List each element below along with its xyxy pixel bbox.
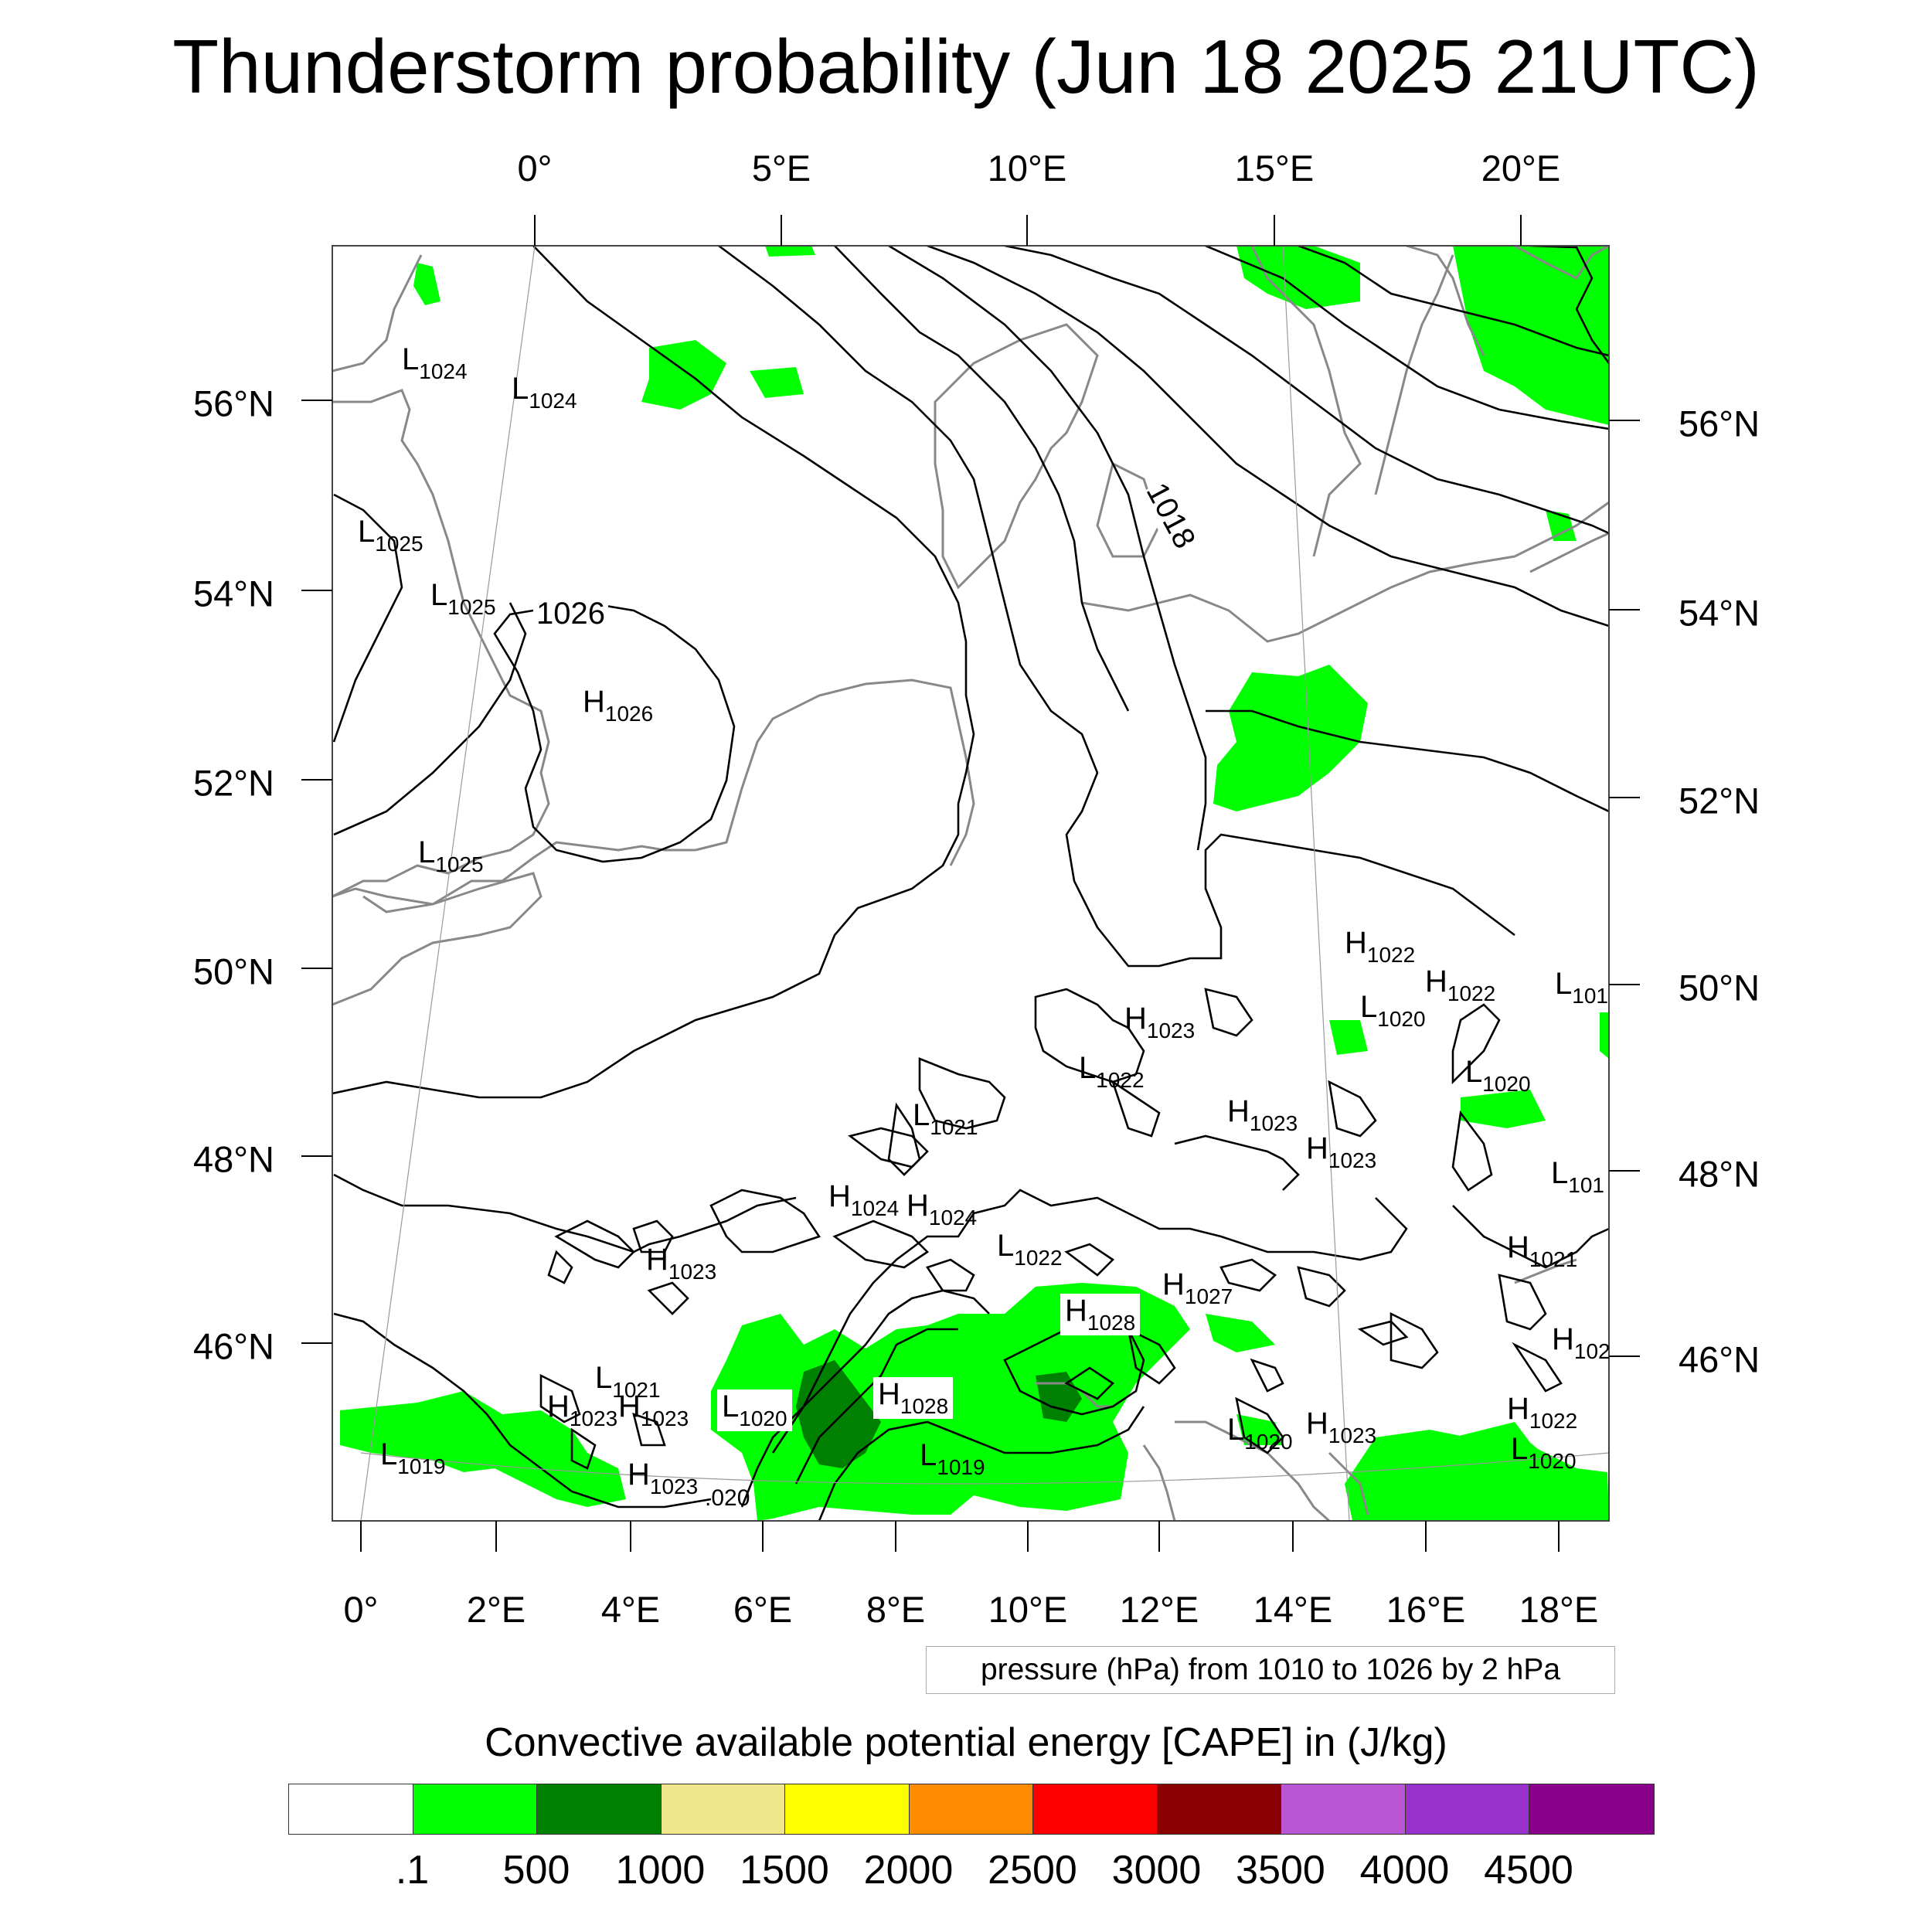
colorbar-tick-label: 2000 [863,1848,954,1893]
colorbar-tick-label: 4000 [1359,1848,1450,1893]
bottom-lon-label: 18°E [1519,1589,1599,1630]
pressure-center-label: L1021 [913,1098,978,1139]
bottom-lon-label: 0° [343,1589,379,1630]
colorbar-swatch [1529,1784,1654,1834]
bottom-lon-label: 8°E [866,1589,926,1630]
pressure-center-label: H1023 [1124,1002,1196,1043]
top-lon-label: 10°E [987,148,1067,189]
left-lat-label: 52°N [192,762,274,804]
colorbar-title: Convective available potential energy [C… [485,1720,1447,1765]
map-title: Thunderstorm probability (Jun 18 2025 21… [172,24,1760,109]
right-lat-label: 56°N [1679,403,1760,444]
left-lat-label: 48°N [192,1138,274,1180]
right-lat-label: 50°N [1679,967,1760,1009]
right-lat-label: 52°N [1679,780,1760,821]
cape-areas [340,246,1609,1521]
pressure-center-label: L1025 [358,515,423,556]
bottom-lon-label: 14°E [1253,1589,1333,1630]
pressure-center-label: L1021 [595,1361,661,1402]
colorbar-tick-label: 4500 [1484,1848,1573,1893]
colorbar-swatch [537,1784,662,1834]
left-lat-label: 54°N [192,573,274,614]
pressure-center-label: H1028 [873,1377,954,1419]
graticule [360,246,1609,1521]
pressure-center-label: H1022 [1345,926,1416,967]
pressure-center-label: L1025 [430,578,496,619]
contour-label: .020 [705,1485,750,1511]
colorbar-swatch [1281,1784,1406,1834]
colorbar-swatch [289,1784,413,1834]
left-lat-label: 46°N [192,1325,274,1367]
pressure-center-label: H1023 [646,1243,717,1284]
colorbar-tick-label: 1000 [615,1848,706,1893]
bottom-lon-label: 12°E [1119,1589,1199,1630]
bottom-lon-label: 2°E [466,1589,526,1630]
pressure-center-label: H1024 [828,1179,900,1220]
colorbar-tick-label: 2500 [988,1848,1077,1893]
colorbar [288,1784,1655,1835]
colorbar-tick-label: .1 [395,1848,430,1893]
bottom-lon-label: 10°E [988,1589,1068,1630]
contour-label: 1026 [533,597,608,631]
pressure-center-label: L1025 [418,835,484,876]
left-lat-label: 56°N [192,383,274,424]
pressure-center-label: L101 [1551,1156,1604,1197]
pressure-center-label: H1022 [1425,964,1496,1005]
pressure-center-label: L1019 [380,1437,446,1478]
pressure-center-label: H1026 [583,685,654,726]
map-frame [332,245,1610,1522]
pressure-center-label: L1020 [1360,990,1426,1031]
top-lon-label: 0° [517,148,553,189]
pressure-center-label: H1023 [1227,1094,1298,1135]
colorbar-tick-label: 3000 [1111,1848,1202,1893]
pressure-center-label: H102 [1552,1322,1611,1363]
pressure-center-label: H1024 [906,1189,978,1230]
pressure-center-label: L1024 [402,342,468,383]
contour-info-box: pressure (hPa) from 1010 to 1026 by 2 hP… [926,1646,1615,1694]
pressure-center-label: L101 [1555,967,1608,1008]
colorbar-swatch [1033,1784,1158,1834]
right-lat-label: 48°N [1679,1153,1760,1195]
pressure-center-label: H1023 [547,1389,618,1430]
colorbar-swatch [661,1784,785,1834]
pressure-center-label: L1020 [717,1389,792,1431]
bottom-lon-label: 16°E [1386,1589,1466,1630]
colorbar-tick-label: 500 [502,1848,570,1893]
pressure-center-label: H1021 [1507,1230,1578,1271]
pressure-center-label: H1023 [628,1458,699,1498]
pressure-center-label: L1019 [920,1438,985,1479]
top-lon-label: 5°E [751,148,811,189]
pressure-center-label: H1022 [1507,1392,1578,1433]
right-lat-label: 46°N [1679,1338,1760,1380]
pressure-center-label: H1023 [1306,1406,1377,1447]
axis-ticks [301,215,1640,1552]
top-lon-label: 20°E [1481,148,1561,189]
right-lat-label: 54°N [1679,592,1760,634]
colorbar-swatch [909,1784,1033,1834]
colorbar-tick-label: 3500 [1236,1848,1325,1893]
colorbar-swatch [1405,1784,1529,1834]
colorbar-tick-label: 1500 [740,1848,829,1893]
pressure-center-label: L1024 [512,372,577,413]
pressure-center-label: L1020 [1465,1055,1531,1096]
pressure-contours [332,246,1609,1521]
pressure-center-label: H1028 [1060,1294,1141,1335]
pressure-center-label: L1022 [1079,1051,1145,1092]
bottom-lon-label: 6°E [733,1589,793,1630]
top-lon-label: 15°E [1234,148,1315,189]
left-lat-label: 50°N [192,951,274,992]
bottom-lon-label: 4°E [600,1589,661,1630]
colorbar-swatch [785,1784,910,1834]
pressure-center-label: L1020 [1511,1432,1577,1473]
pressure-center-label: L1022 [997,1229,1063,1270]
colorbar-swatch [1157,1784,1281,1834]
pressure-center-label: H1023 [618,1389,689,1430]
colorbar-swatch [413,1784,537,1834]
pressure-center-label: L1020 [1227,1413,1293,1454]
pressure-center-label: H1027 [1162,1267,1233,1308]
pressure-center-label: H1023 [1306,1131,1377,1172]
